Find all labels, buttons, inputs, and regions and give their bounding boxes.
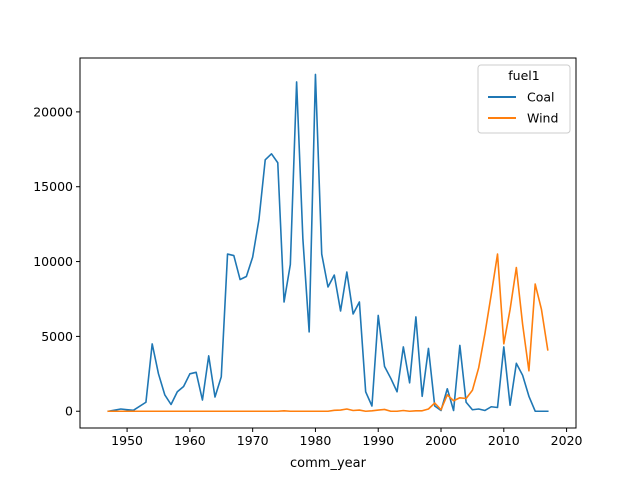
plot-frame — [79, 57, 577, 429]
legend: fuel1 Coal Wind — [477, 64, 571, 134]
x-axis-label: comm_year — [290, 456, 367, 471]
x-tick-label: 1950 — [111, 433, 143, 448]
legend-box — [477, 64, 571, 134]
x-tick-label: 2010 — [488, 433, 520, 448]
y-tick-label: 5000 — [41, 329, 73, 344]
x-tick-label: 2020 — [551, 433, 583, 448]
plot-lines — [107, 73, 549, 413]
series-line-coal — [107, 73, 549, 413]
x-tick-label: 1970 — [237, 433, 269, 448]
x-axis-ticks: 1950 1960 1970 1980 1990 2000 2010 2020 — [111, 428, 583, 448]
x-tick-label: 2000 — [425, 433, 457, 448]
legend-label-wind: Wind — [527, 111, 558, 126]
x-tick-label: 1980 — [300, 433, 332, 448]
x-tick-label: 1960 — [174, 433, 206, 448]
y-tick-label: 20000 — [33, 104, 73, 119]
series-line-wind — [107, 253, 549, 413]
y-axis-ticks: 0 5000 10000 15000 20000 — [33, 104, 80, 419]
x-tick-label: 1990 — [362, 433, 394, 448]
y-tick-label: 10000 — [33, 254, 73, 269]
y-tick-label: 15000 — [33, 179, 73, 194]
y-tick-label: 0 — [65, 404, 73, 419]
legend-title: fuel1 — [508, 68, 539, 83]
legend-label-coal: Coal — [527, 90, 555, 105]
